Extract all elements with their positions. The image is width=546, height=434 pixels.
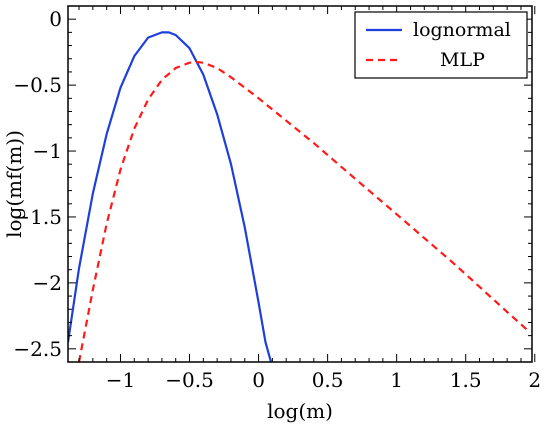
x-tick-label: −0.5 <box>165 368 214 392</box>
y-tick-label: 0 <box>49 7 62 31</box>
x-tick-label: 0.5 <box>312 368 344 392</box>
series-line-mlp <box>77 60 530 362</box>
legend-label-lognormal: lognormal <box>413 19 511 41</box>
x-tick-label: 0 <box>252 368 265 392</box>
y-tick-label: −2 <box>33 271 62 295</box>
y-axis-label: log(mf(m)) <box>2 130 26 238</box>
y-tick-label: −1 <box>33 139 62 163</box>
x-tick-label: −1 <box>106 368 135 392</box>
x-tick-label: 1.5 <box>450 368 482 392</box>
y-tick-label: −1.5 <box>13 205 62 229</box>
tick-labels: −1 −0.5 0 0.5 1 1.5 2 0 −0.5 −1 −1.5 −2 −2.5 <box>13 7 541 392</box>
series-line-lognormal <box>68 31 273 362</box>
x-axis-label: log(m) <box>267 399 333 423</box>
x-tick-label: 1 <box>390 368 403 392</box>
legend-box <box>354 11 528 79</box>
plot-marks <box>68 31 530 362</box>
legend-label-mlp: MLP <box>440 49 485 71</box>
x-tick-label: 2 <box>528 368 541 392</box>
legend: lognormal MLP <box>354 11 528 79</box>
y-tick-label: −2.5 <box>13 337 62 361</box>
y-tick-label: −0.5 <box>13 73 62 97</box>
